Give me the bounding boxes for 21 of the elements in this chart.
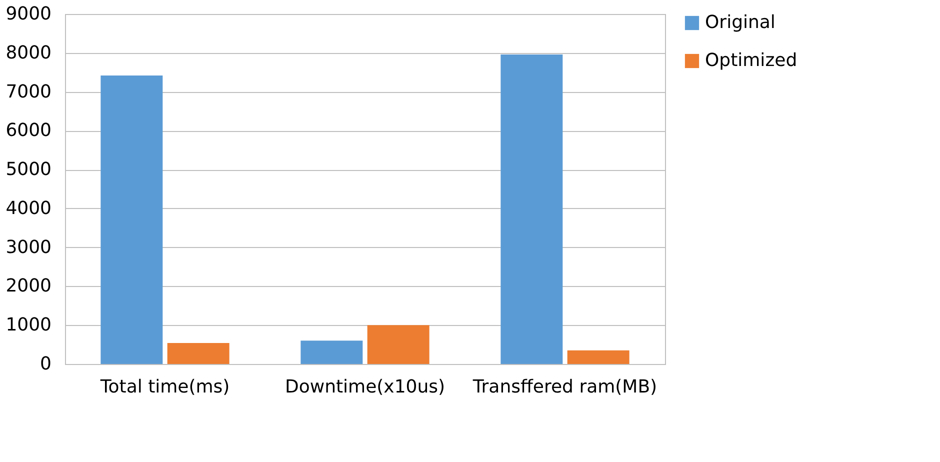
y-tick-label: 3000 [6, 236, 52, 258]
legend-label: Original [705, 12, 776, 33]
bar [167, 343, 230, 364]
legend-label: Optimized [705, 50, 798, 71]
y-tick-label: 5000 [6, 159, 52, 180]
y-tick-label: 9000 [6, 4, 52, 24]
x-tick-label: Total time(ms) [99, 376, 230, 398]
bar [500, 54, 563, 364]
bar [300, 340, 363, 364]
bar [367, 325, 430, 364]
y-tick-label: 4000 [6, 198, 52, 219]
x-tick-label: Transffered ram(MB) [472, 376, 658, 398]
y-tick-label: 1000 [6, 314, 52, 336]
y-tick-label: 0 [40, 354, 52, 374]
bar [567, 350, 630, 364]
y-tick-label: 6000 [6, 120, 52, 142]
y-tick-label: 8000 [6, 42, 52, 64]
y-tick-label: 7000 [6, 81, 52, 102]
bar [100, 75, 163, 364]
y-tick-label: 2000 [6, 276, 52, 297]
x-tick-label: Downtime(x10us) [284, 376, 446, 398]
